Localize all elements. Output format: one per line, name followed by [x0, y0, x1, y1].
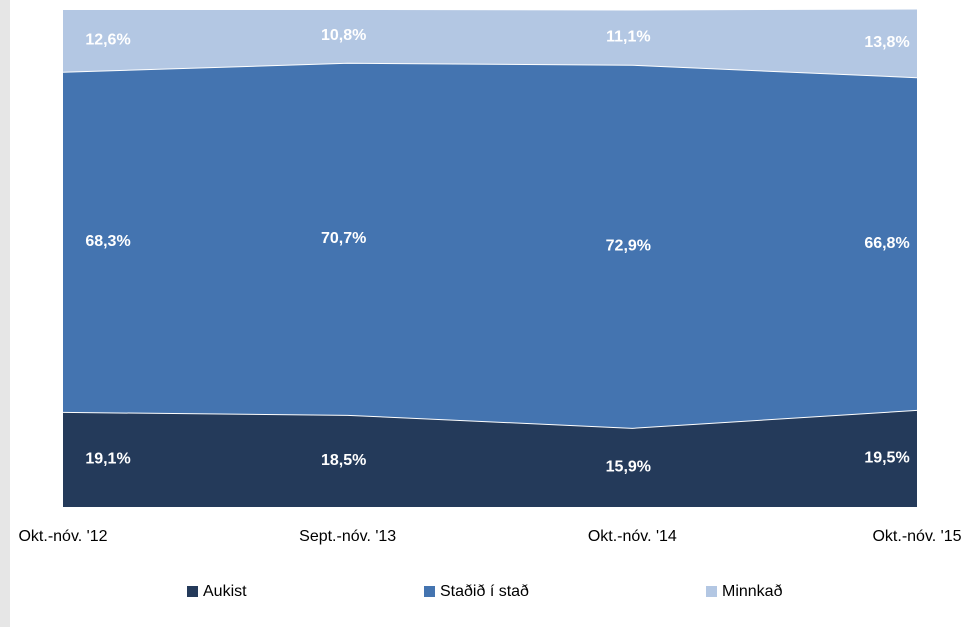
legend-swatch: [424, 586, 435, 597]
data-label: 66,8%: [864, 235, 909, 252]
area: [63, 409, 917, 507]
x-tick-label: Okt.-nóv. '15: [872, 528, 961, 545]
legend-swatch: [706, 586, 717, 597]
data-label: 72,9%: [606, 238, 651, 255]
data-label: 68,3%: [85, 233, 130, 250]
data-label: 19,5%: [864, 450, 909, 467]
area: [63, 62, 917, 428]
area-edge: [63, 7, 918, 11]
data-label: 19,1%: [85, 451, 130, 468]
area: [63, 8, 917, 78]
data-label: 10,8%: [321, 27, 366, 44]
data-label: 13,8%: [864, 34, 909, 51]
x-tick-label: Okt.-nóv. '14: [588, 528, 677, 545]
legend-swatch: [187, 586, 198, 597]
x-tick-label: Sept.-nóv. '13: [299, 528, 396, 545]
side-strip: [0, 0, 10, 627]
data-label: 15,9%: [606, 459, 651, 476]
x-tick-label: Okt.-nóv. '12: [18, 528, 107, 545]
legend-label: Staðið í stað: [440, 583, 529, 600]
legend-label: Aukist: [203, 583, 247, 600]
legend-label: Minnkað: [722, 583, 783, 600]
data-label: 70,7%: [321, 230, 366, 247]
data-label: 12,6%: [85, 32, 130, 49]
data-label: 18,5%: [321, 452, 366, 469]
data-label: 11,1%: [606, 28, 650, 45]
